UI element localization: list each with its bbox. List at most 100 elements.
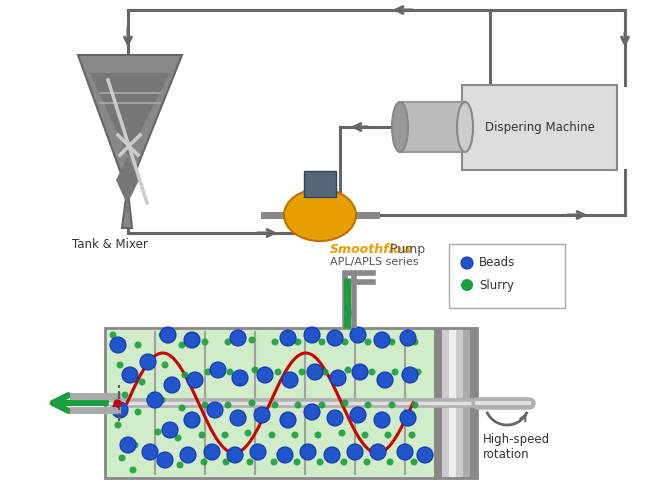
Text: Smoothflow: Smoothflow (330, 243, 414, 256)
Circle shape (307, 364, 323, 380)
Bar (462, 85, 617, 170)
Circle shape (135, 408, 141, 416)
Circle shape (409, 432, 416, 438)
Circle shape (131, 442, 139, 448)
Circle shape (341, 400, 348, 406)
Circle shape (400, 410, 416, 426)
FancyBboxPatch shape (449, 244, 565, 308)
Circle shape (178, 342, 185, 348)
Circle shape (227, 447, 243, 463)
Circle shape (157, 452, 173, 468)
Circle shape (327, 410, 343, 426)
Circle shape (362, 432, 368, 438)
Circle shape (339, 430, 345, 436)
Circle shape (178, 404, 185, 411)
Circle shape (244, 430, 251, 436)
Circle shape (282, 372, 298, 388)
Circle shape (140, 354, 156, 370)
Circle shape (122, 367, 138, 383)
Circle shape (411, 458, 418, 466)
Bar (463, 328, 471, 478)
FancyBboxPatch shape (304, 171, 336, 197)
Circle shape (110, 332, 117, 338)
Circle shape (461, 257, 473, 269)
Circle shape (292, 432, 298, 438)
Circle shape (182, 372, 189, 378)
Circle shape (387, 458, 393, 466)
Circle shape (135, 342, 141, 348)
Circle shape (411, 402, 418, 408)
Circle shape (224, 338, 232, 345)
Circle shape (317, 458, 323, 466)
Circle shape (389, 338, 395, 345)
Ellipse shape (284, 189, 356, 241)
Ellipse shape (392, 102, 408, 152)
Text: Slurry: Slurry (479, 278, 514, 291)
Circle shape (377, 372, 393, 388)
Circle shape (257, 367, 273, 383)
Circle shape (119, 454, 125, 462)
Circle shape (207, 402, 223, 418)
Text: Tank & Mixer: Tank & Mixer (72, 238, 148, 251)
Circle shape (156, 458, 164, 466)
Circle shape (319, 338, 325, 345)
Circle shape (160, 327, 176, 343)
Circle shape (374, 332, 390, 348)
Circle shape (249, 336, 255, 344)
Circle shape (250, 444, 266, 460)
Bar (105, 328, 435, 478)
Circle shape (277, 447, 293, 463)
Bar (400, 102, 465, 152)
Circle shape (294, 458, 300, 466)
Polygon shape (90, 73, 170, 213)
Circle shape (251, 366, 259, 374)
Circle shape (201, 338, 209, 345)
Circle shape (280, 330, 296, 346)
Circle shape (176, 462, 183, 468)
Circle shape (417, 447, 433, 463)
Circle shape (249, 400, 255, 406)
Circle shape (347, 444, 363, 460)
Circle shape (330, 370, 346, 386)
Circle shape (162, 422, 178, 438)
Circle shape (321, 368, 329, 376)
Circle shape (232, 370, 248, 386)
Circle shape (120, 437, 136, 453)
Circle shape (402, 367, 418, 383)
Circle shape (139, 378, 145, 386)
Circle shape (304, 327, 320, 343)
Circle shape (280, 412, 296, 428)
Circle shape (226, 368, 234, 376)
Circle shape (350, 407, 366, 423)
Bar (435, 328, 442, 478)
Circle shape (341, 338, 348, 345)
Circle shape (142, 444, 158, 460)
Circle shape (112, 402, 128, 418)
Circle shape (461, 279, 473, 291)
Circle shape (275, 368, 282, 376)
Circle shape (162, 362, 168, 368)
Bar (456, 328, 463, 478)
Circle shape (294, 402, 302, 408)
Text: Pump: Pump (386, 243, 425, 256)
Circle shape (368, 368, 376, 376)
Circle shape (364, 402, 372, 408)
Circle shape (201, 458, 207, 466)
Circle shape (364, 458, 370, 466)
Circle shape (205, 368, 211, 376)
Circle shape (352, 364, 368, 380)
Circle shape (246, 458, 253, 466)
Circle shape (199, 432, 205, 438)
Circle shape (411, 338, 418, 345)
Circle shape (271, 338, 279, 345)
Circle shape (184, 332, 200, 348)
Circle shape (174, 434, 182, 442)
Ellipse shape (457, 102, 473, 152)
Circle shape (271, 458, 277, 466)
Circle shape (294, 338, 302, 345)
Circle shape (147, 392, 163, 408)
Circle shape (271, 402, 279, 408)
Circle shape (254, 407, 270, 423)
Circle shape (391, 368, 399, 376)
Text: APL/APLS series: APL/APLS series (330, 257, 418, 267)
